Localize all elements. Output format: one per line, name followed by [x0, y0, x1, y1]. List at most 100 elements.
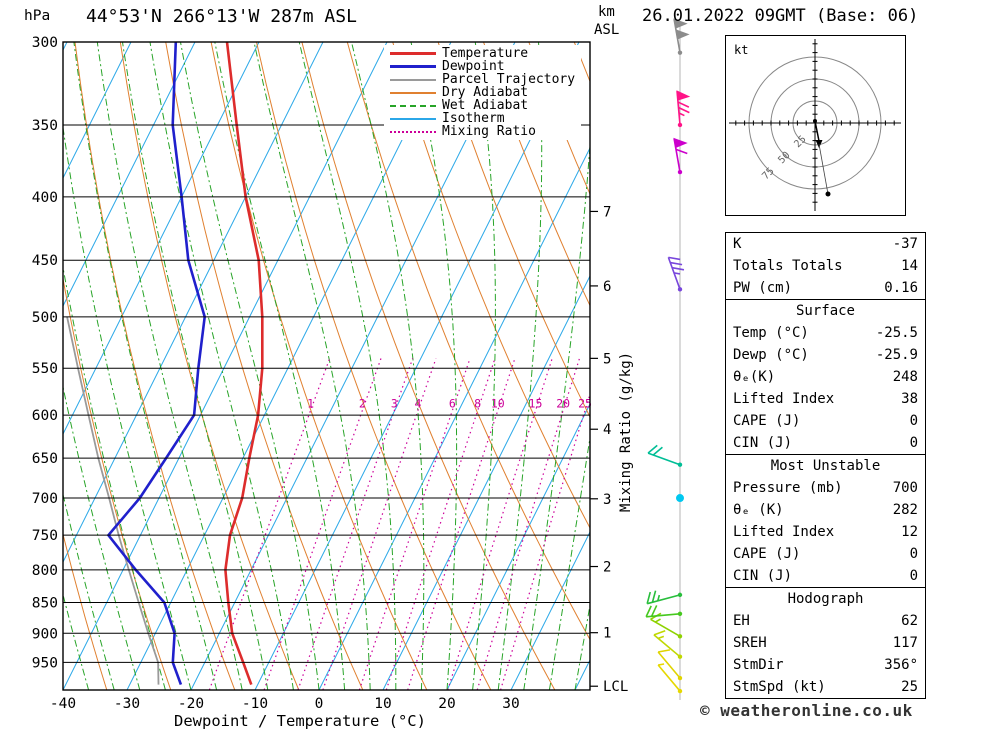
legend-line-sample	[390, 91, 436, 94]
stats-label: K	[733, 236, 742, 252]
legend-line-sample	[390, 78, 436, 81]
stats-row: EH 62	[726, 610, 925, 632]
stats-label: θₑ(K)	[733, 369, 776, 385]
hodograph-ring-label-25: 25	[792, 134, 808, 150]
pressure-tick-label: 850	[32, 596, 58, 612]
wind-barb	[676, 90, 691, 128]
legend-item: Dry Adiabat	[390, 86, 575, 99]
km-tick-label: LCL	[603, 679, 628, 695]
stats-row: Lifted Index 12	[726, 521, 925, 543]
legend-item: Wet Adiabat	[390, 99, 575, 112]
stats-row: StmSpd (kt) 25	[726, 676, 925, 698]
stats-label: SREH	[733, 635, 767, 651]
hodograph-trace	[813, 119, 831, 197]
stats-row: CIN (J) 0	[726, 432, 925, 454]
mixing-ratio-label: 1	[307, 397, 314, 411]
stats-value: 700	[892, 480, 918, 496]
stats-row: PW (cm) 0.16	[726, 277, 925, 299]
pressure-tick-label: 350	[32, 118, 58, 134]
stats-label: CAPE (J)	[733, 413, 801, 429]
mixing-ratio-label: 6	[449, 397, 456, 411]
pressure-axis-labels: 300 350 400 450 500 550 600 650 700 750 800 850 900 9…	[32, 35, 58, 671]
stats-label: Lifted Index	[733, 391, 835, 407]
stats-value: 0	[909, 568, 918, 584]
stats-label: StmDir	[733, 657, 784, 673]
temp-tick-label: -30	[114, 696, 140, 712]
stats-row: K -37	[726, 233, 925, 255]
temp-axis-labels: -40 -30 -20 -10 0 10 20 30	[50, 696, 520, 712]
wind-barb-column	[645, 18, 691, 700]
stats-value: 62	[901, 613, 918, 629]
stats-value: 282	[892, 502, 918, 518]
wind-barb	[667, 256, 685, 292]
pressure-tick-label: 600	[32, 408, 58, 424]
legend-label: Mixing Ratio	[442, 124, 536, 139]
stats-label: CIN (J)	[733, 435, 793, 451]
stats-section-title: Most Unstable	[770, 458, 881, 474]
copyright: © weatheronline.co.uk	[700, 701, 913, 720]
stats-value: 248	[892, 369, 918, 385]
legend-item: Mixing Ratio	[390, 125, 575, 138]
mixing-ratio-label: 8	[474, 397, 481, 411]
stats-value: 14	[901, 258, 918, 274]
stats-section-title: Hodograph	[787, 591, 864, 607]
stats-row: Totals Totals 14	[726, 255, 925, 277]
stats-row: Pressure (mb) 700	[726, 477, 925, 499]
stats-value: -37	[892, 236, 918, 252]
dry-adiabat-lines	[63, 42, 590, 690]
stats-value: 0	[909, 546, 918, 562]
stats-label: StmSpd (kt)	[733, 679, 826, 695]
stats-label: CAPE (J)	[733, 546, 801, 562]
km-axis-label-km: km	[598, 4, 615, 20]
stats-section: K -37 Totals Totals 14 PW (cm) 0.16	[725, 232, 926, 300]
mixing-ratio-labels: 1 2 3 4 6 8 10 15 20 25	[307, 397, 592, 411]
pressure-tick-label: 750	[32, 528, 58, 544]
legend-label: Parcel Trajectory	[442, 72, 576, 87]
legend-line-sample	[390, 65, 436, 68]
temp-tick-label: -20	[178, 696, 204, 712]
mixing-ratio-label: 10	[491, 397, 505, 411]
pressure-tick-label: 300	[32, 35, 58, 51]
hodograph-axes	[729, 39, 901, 211]
stats-section: Hodograph EH 62 SREH 117 StmDir 356° StmSpd (kt…	[725, 587, 926, 699]
stats-label: Temp (°C)	[733, 325, 809, 341]
km-tick-label: 5	[603, 351, 611, 367]
hodograph-ring-label-50: 50	[776, 150, 792, 166]
stats-value: 0	[909, 435, 918, 451]
km-tick-label: 1	[603, 626, 611, 642]
wind-barb	[657, 649, 683, 681]
chart-legend: Temperature Dewpoint Parcel Trajectory Dry …	[384, 45, 582, 140]
stats-row: CIN (J) 0	[726, 565, 925, 587]
temp-tick-label: -10	[242, 696, 268, 712]
legend-item: Dewpoint	[390, 60, 575, 73]
hodograph-unit-label: kt	[734, 43, 748, 57]
stats-row: Dewp (°C) -25.9	[726, 344, 925, 366]
station-title: 44°53'N 266°13'W 287m ASL	[86, 6, 357, 27]
stats-value: 0.16	[884, 280, 918, 296]
stats-section: Most Unstable Pressure (mb) 700 θₑ (K) 282 Li…	[725, 454, 926, 588]
skewt-chart: 1 2 3 4 6 8 10 15 20 2530035040045050055060065070…	[24, 4, 691, 730]
pressure-tick-label: 800	[32, 563, 58, 579]
wind-barb	[645, 605, 683, 618]
mixing-ratio-label: 2	[359, 397, 366, 411]
isotherm-lines	[63, 42, 590, 690]
pressure-tick-label: 550	[32, 361, 58, 377]
temp-tick-label: 0	[315, 696, 324, 712]
km-tick-label: 7	[603, 204, 611, 220]
legend-item: Parcel Trajectory	[390, 73, 575, 86]
mixing-ratio-label: 20	[556, 397, 570, 411]
km-tick-label: 6	[603, 279, 611, 295]
stats-value: 0	[909, 413, 918, 429]
stats-label: Totals Totals	[733, 258, 843, 274]
pressure-tick-label: 500	[32, 310, 58, 326]
stats-label: EH	[733, 613, 750, 629]
stats-section-title: Surface	[795, 303, 855, 319]
legend-line-sample	[390, 117, 436, 120]
stats-row: CAPE (J) 0	[726, 543, 925, 565]
wet-adiabat-lines	[63, 42, 590, 690]
stats-label: CIN (J)	[733, 568, 793, 584]
mixing-ratio-label: 15	[529, 397, 543, 411]
stats-value: -25.5	[875, 325, 918, 341]
mixing-ratio-label: 25	[578, 397, 592, 411]
